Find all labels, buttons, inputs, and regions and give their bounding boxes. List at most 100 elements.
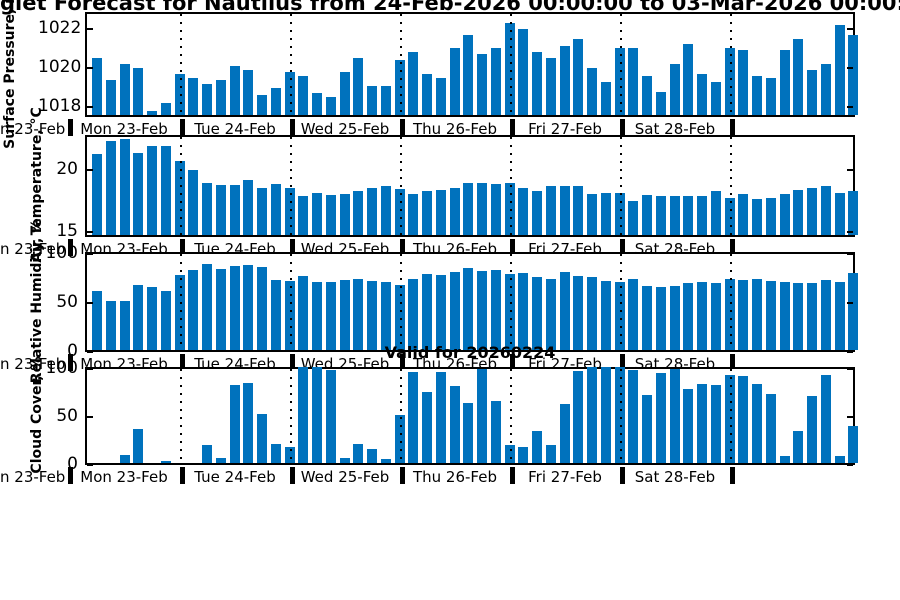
- day-tick: [510, 354, 515, 371]
- day-label-partial: n 23-Feb: [0, 355, 66, 373]
- bar: [642, 286, 652, 350]
- bar: [408, 52, 419, 115]
- bar: [312, 282, 322, 350]
- bar: [449, 271, 460, 350]
- bar: [738, 193, 749, 235]
- bar: [133, 67, 144, 115]
- ytick-label: 20: [56, 158, 78, 179]
- bar: [683, 389, 694, 463]
- bar: [367, 448, 377, 463]
- bar: [422, 191, 432, 235]
- day-tick: [730, 239, 735, 256]
- ytick-mark-right: [847, 302, 853, 304]
- bar: [298, 275, 309, 350]
- bar: [490, 269, 501, 350]
- bar: [848, 34, 859, 115]
- bar: [284, 187, 295, 235]
- bar: [312, 192, 322, 235]
- bar: [380, 282, 391, 350]
- bar: [600, 192, 611, 235]
- bar: [202, 182, 212, 235]
- bar: [532, 276, 542, 350]
- bar: [105, 79, 116, 115]
- bar: [174, 161, 185, 235]
- bar: [765, 281, 776, 350]
- bar: [779, 282, 790, 350]
- bar: [174, 73, 185, 115]
- bar: [119, 301, 130, 350]
- bar: [270, 87, 281, 115]
- bar: [353, 191, 364, 235]
- bar: [793, 431, 804, 463]
- ytick-label: 50: [56, 406, 78, 426]
- bar: [298, 196, 309, 235]
- bar: [188, 170, 199, 235]
- bar: [298, 367, 309, 463]
- bar: [710, 191, 721, 235]
- bar: [655, 287, 666, 350]
- day-boundary-line: [400, 137, 402, 235]
- day-tick: [290, 354, 295, 371]
- day-label-row: Mon 23-Feb Tue 24-Feb Wed 25-Feb Thu 26-Feb…: [0, 467, 900, 486]
- ytick-mark-left: [87, 464, 93, 466]
- bar: [119, 64, 130, 115]
- bar: [642, 394, 652, 463]
- day-tick: [620, 467, 625, 484]
- bar: [752, 384, 762, 463]
- bar: [119, 455, 130, 463]
- bar: [394, 285, 405, 350]
- ytick-label: 50: [56, 292, 78, 312]
- bar: [367, 281, 377, 350]
- bar: [339, 71, 350, 115]
- bar: [504, 182, 515, 235]
- bar: [367, 187, 377, 235]
- ytick-mark-left: [87, 368, 93, 370]
- ytick-label: 1022: [38, 17, 82, 38]
- day-boundary-line: [730, 137, 732, 235]
- bar: [339, 193, 350, 235]
- day-boundary-line: [510, 137, 512, 235]
- bar: [394, 60, 405, 115]
- bar: [477, 54, 487, 115]
- day-label: Mon 23-Feb: [80, 120, 168, 138]
- day-tick: [68, 467, 73, 484]
- day-tick: [68, 239, 73, 256]
- bar: [504, 22, 515, 115]
- day-label: Tue 24-Feb: [194, 120, 276, 138]
- day-tick: [290, 467, 295, 484]
- bar: [752, 75, 762, 115]
- bar: [380, 186, 391, 235]
- bar: [215, 79, 226, 115]
- bar: [92, 58, 102, 115]
- bar: [353, 279, 364, 350]
- bar: [422, 273, 432, 350]
- bar: [765, 393, 776, 463]
- bar: [463, 402, 474, 463]
- bar: [408, 278, 419, 350]
- bar: [724, 48, 735, 115]
- day-boundary-line: [510, 254, 512, 350]
- bar: [463, 34, 474, 115]
- ytick-mark-left: [87, 66, 93, 69]
- bar: [394, 188, 405, 235]
- bar: [738, 50, 749, 115]
- bar: [559, 46, 570, 115]
- bar: [215, 185, 226, 235]
- bar: [133, 285, 144, 350]
- bar: [820, 186, 831, 235]
- bar: [243, 69, 254, 115]
- day-boundary-line: [730, 369, 732, 463]
- bar: [614, 282, 625, 350]
- bar: [834, 282, 845, 350]
- bar: [587, 67, 597, 115]
- bar: [160, 103, 171, 115]
- bar: [229, 66, 240, 115]
- bar: [738, 375, 749, 463]
- day-boundary-line: [180, 369, 182, 463]
- bar: [765, 197, 776, 235]
- surface-pressure-plot: [85, 12, 859, 117]
- day-boundary-line: [290, 254, 292, 350]
- day-label: Tue 24-Feb: [194, 468, 276, 486]
- day-tick: [620, 354, 625, 371]
- bar: [380, 85, 391, 115]
